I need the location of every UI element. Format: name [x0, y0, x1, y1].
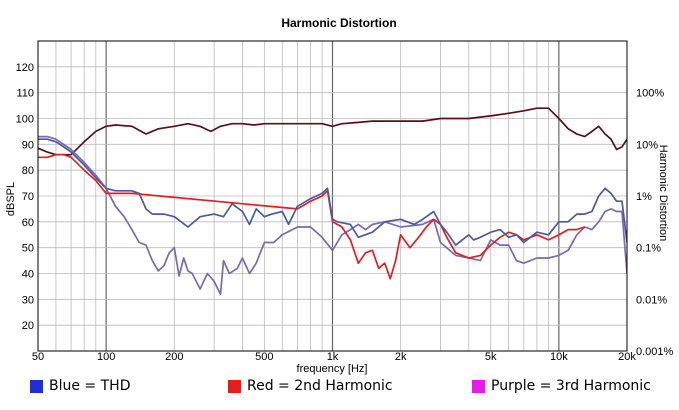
- x-tick-label: 2k: [395, 351, 407, 363]
- legend-label-3rd-harmonic: Purple = 3rd Harmonic: [491, 378, 651, 394]
- y-tick-label: 120: [16, 62, 34, 74]
- y-tick-label: 80: [22, 165, 34, 177]
- y2-tick-label: 0.001%: [636, 346, 674, 358]
- y2-tick-label: 100%: [636, 88, 664, 100]
- legend-item-3rd-harmonic: Purple = 3rd Harmonic: [472, 378, 651, 394]
- y-tick-label: 70: [22, 191, 34, 203]
- x-tick-label: 200: [165, 351, 183, 363]
- series-line-red-2nd-harmonic: [38, 153, 585, 280]
- y2-axis-label: Harmonic Distortion: [657, 145, 669, 242]
- x-tick-label: 1k: [327, 351, 339, 363]
- y-tick-labels: 20 30 40 50 60 70 80 90 100 110 120: [16, 62, 34, 332]
- series-line-blue-thd: [38, 138, 627, 246]
- y-tick-label: 50: [22, 243, 34, 255]
- legend-swatch-3rd-harmonic: [472, 379, 485, 393]
- y-tick-label: 90: [22, 139, 34, 151]
- legend-label-2nd-harmonic: Red = 2nd Harmonic: [247, 378, 393, 394]
- legend-label-thd: Blue = THD: [49, 378, 131, 394]
- y-tick-label: 20: [22, 320, 34, 332]
- y2-tick-label: 0.01%: [636, 294, 667, 306]
- y-tick-label: 30: [22, 294, 34, 306]
- legend-swatch-2nd-harmonic: [228, 379, 241, 393]
- y2-tick-label: 10%: [636, 139, 658, 151]
- grid: [38, 41, 627, 351]
- plot-area: [38, 107, 627, 296]
- x-tick-labels: 50 100 200 500 1k 2k 5k 10k 20k: [32, 351, 636, 363]
- x-tick-label: 50: [32, 351, 44, 363]
- legend-swatch-thd: [30, 379, 43, 393]
- x-axis-label: frequency [Hz]: [297, 363, 368, 375]
- x-tick-label: 500: [255, 351, 273, 363]
- plot-frame: [37, 40, 628, 352]
- x-tick-label: 20k: [618, 351, 636, 363]
- y2-tick-label: 0.1%: [636, 243, 661, 255]
- chart-title: Harmonic Distortion: [281, 16, 396, 30]
- x-tick-label: 5k: [485, 351, 497, 363]
- y-tick-label: 60: [22, 217, 34, 229]
- legend-item-thd: Blue = THD: [30, 378, 130, 394]
- y-tick-label: 110: [16, 88, 34, 100]
- y2-tick-labels: 100% 10% 1% 0.1% 0.01% 0.001%: [636, 88, 674, 358]
- legend: Blue = THD Red = 2nd Harmonic Purple = 3…: [0, 378, 679, 402]
- x-tick-label: 100: [97, 351, 115, 363]
- y-axis-label: dBSPL: [5, 182, 17, 216]
- y-tick-label: 40: [22, 269, 34, 281]
- x-tick-label: 10k: [550, 351, 568, 363]
- y2-tick-label: 1%: [636, 191, 652, 203]
- legend-item-2nd-harmonic: Red = 2nd Harmonic: [228, 378, 393, 394]
- series-line-response: [38, 107, 627, 156]
- y-tick-label: 100: [16, 114, 34, 126]
- series-line-purple-3rd-harmonic: [38, 135, 627, 296]
